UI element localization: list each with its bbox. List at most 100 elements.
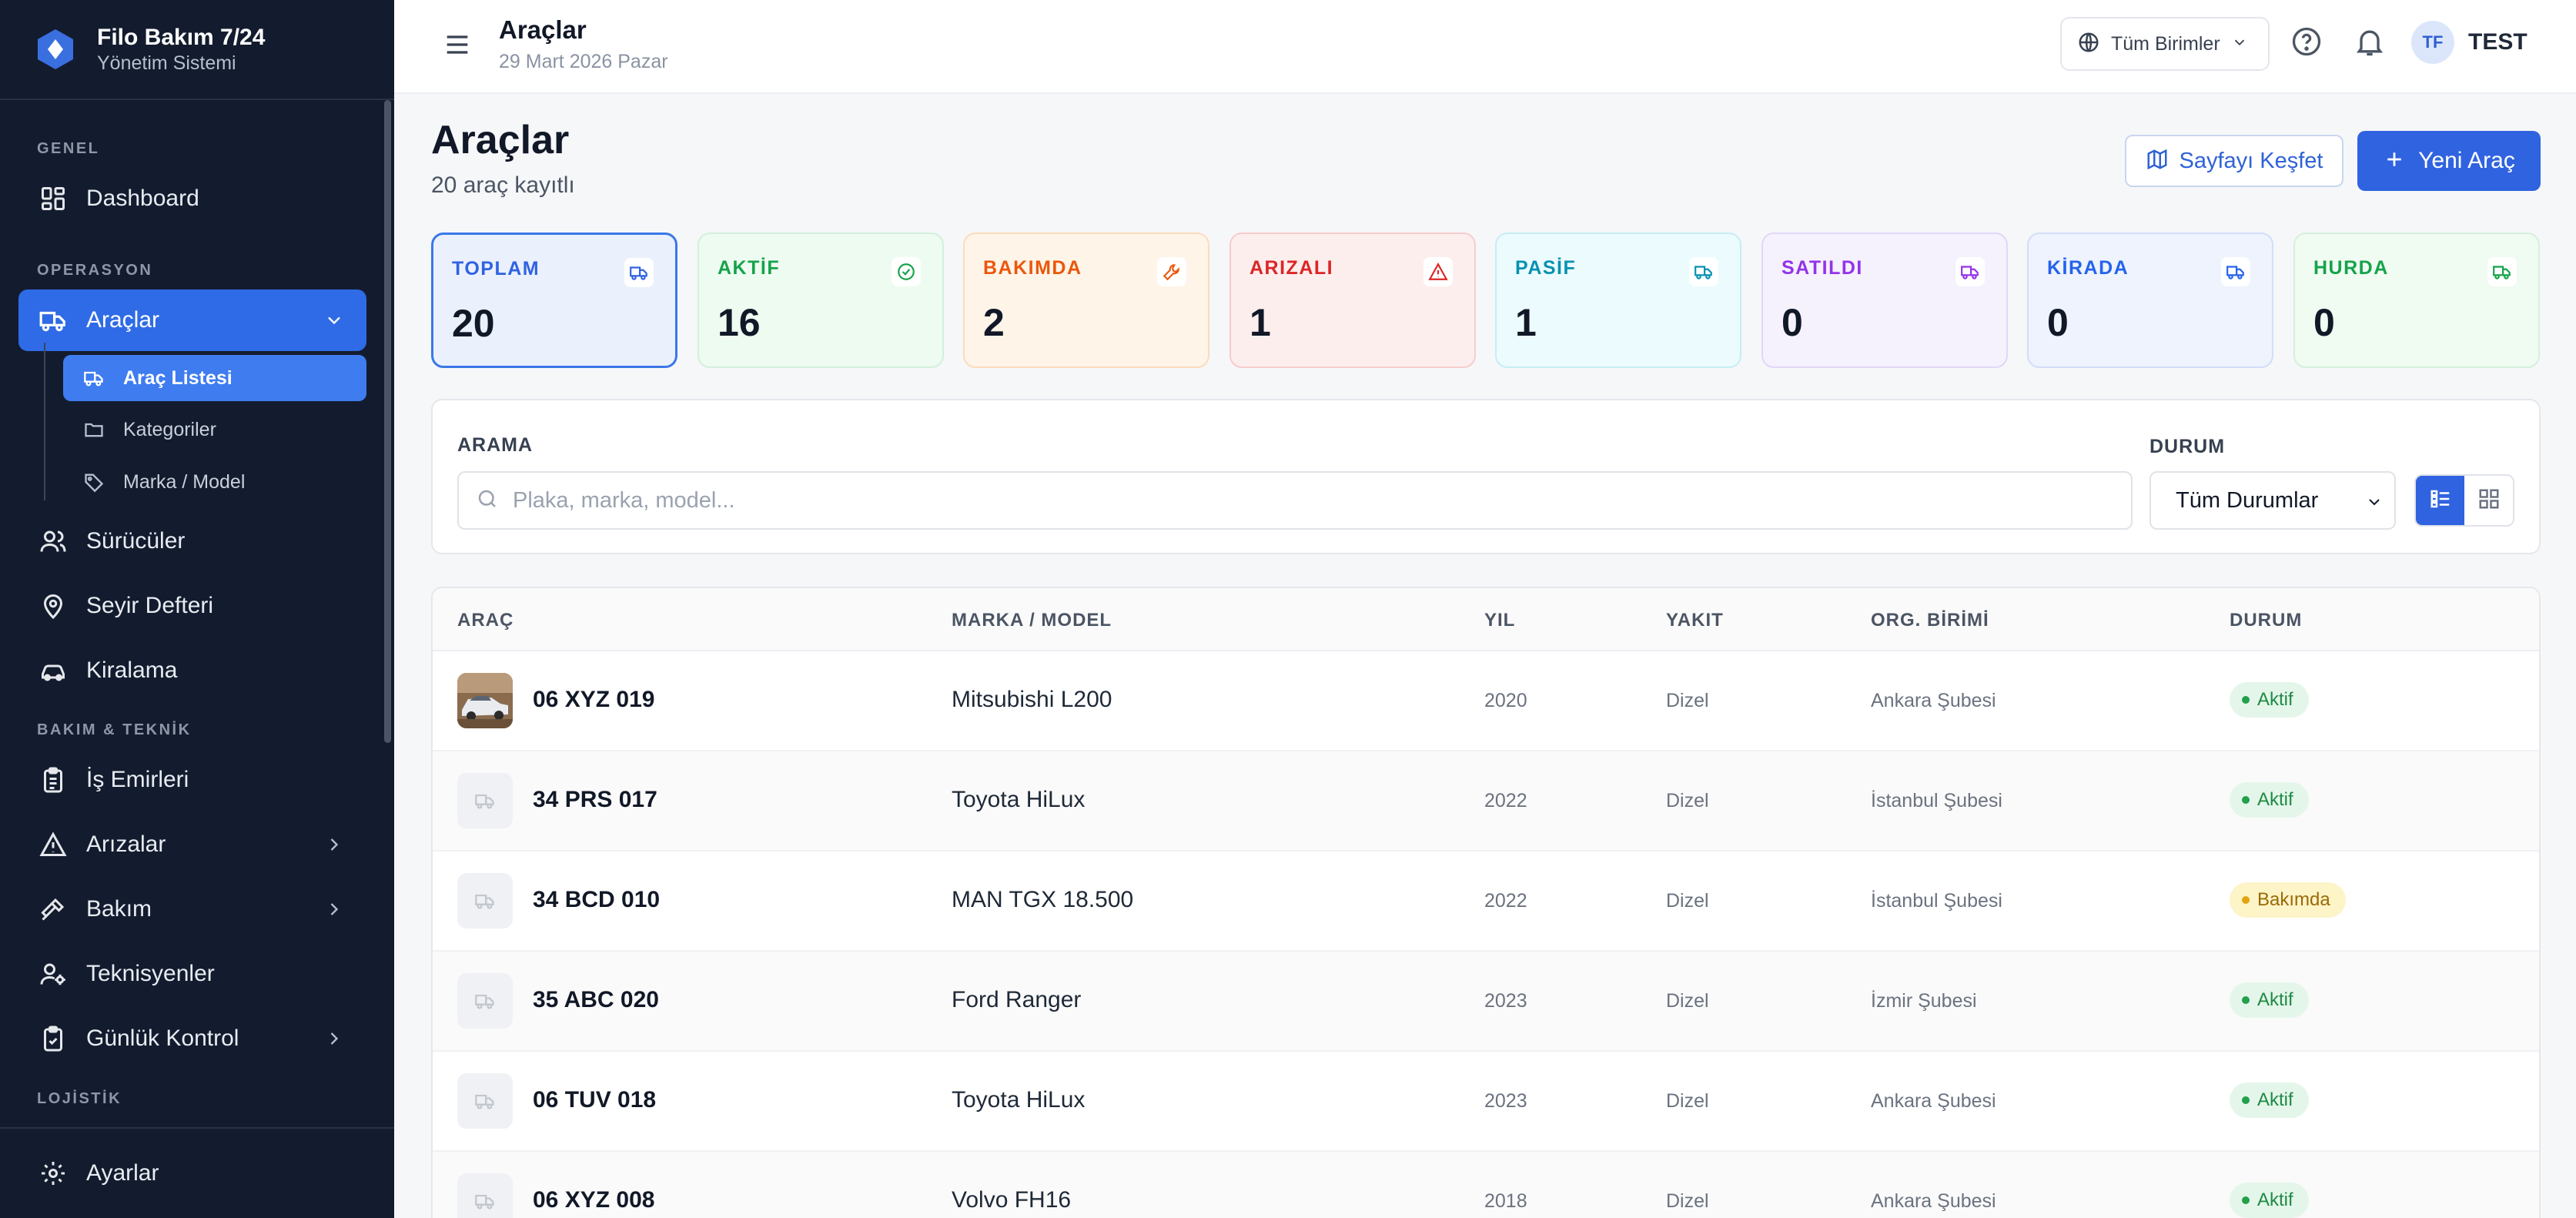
vehicle-fuel: Dizel (1666, 690, 1709, 711)
vehicle-year: 2020 (1484, 690, 1527, 711)
stat-card-sold[interactable]: SATILDI 0 (1761, 233, 2008, 368)
vehicle-model: Ford Ranger (952, 987, 1082, 1012)
vehicle-model: Mitsubishi L200 (952, 687, 1112, 712)
sidebar-item-dashboard[interactable]: Dashboard (18, 168, 366, 229)
search-box[interactable] (457, 471, 2133, 530)
menu-icon[interactable] (442, 29, 479, 60)
status-text: Aktif (2257, 789, 2293, 810)
column-header[interactable]: MARKA / MODEL (952, 610, 1112, 631)
list-view-button[interactable] (2416, 476, 2464, 525)
vehicle-photo (457, 673, 513, 728)
stat-card-maintenance[interactable]: BAKIMDA 2 (963, 233, 1209, 368)
vehicle-plate[interactable]: 34 PRS 017 (533, 787, 657, 812)
section-label-lojistik: LOJİSTİK (37, 1090, 122, 1107)
vehicle-unit: Ankara Şubesi (1871, 1190, 1996, 1212)
column-header[interactable]: DURUM (2230, 610, 2303, 631)
sidebar-item-araclar[interactable]: Araçlar (18, 289, 366, 351)
filter-card: ARAMA DURUM Tüm Durumlar (431, 399, 2541, 554)
column-header[interactable]: ORG. BİRİMİ (1871, 610, 1989, 631)
table-row[interactable]: 06 XYZ 019 Mitsubishi L200 2020 Dizel An… (433, 651, 2539, 751)
vehicle-plate[interactable]: 06 TUV 018 (533, 1087, 657, 1113)
sidebar-item-kiralama[interactable]: Kiralama (18, 640, 366, 701)
app-subtitle: Yönetim Sistemi (97, 52, 236, 74)
chevron-right-icon (323, 1028, 345, 1049)
stat-value: 0 (2047, 301, 2069, 344)
truck-icon (457, 1173, 513, 1218)
bell-icon[interactable] (2353, 25, 2390, 62)
sidebar-item-arizalar[interactable]: Arızalar (18, 814, 366, 875)
vehicle-plate[interactable]: 06 XYZ 019 (533, 687, 655, 712)
stat-label: BAKIMDA (983, 257, 1082, 279)
status-badge: Aktif (2230, 682, 2309, 718)
sidebar-item-label: Sürücüler (86, 528, 186, 554)
sidebar: Filo Bakım 7/24 Yönetim Sistemi GENEL Da… (0, 0, 394, 1218)
vehicle-unit: Ankara Şubesi (1871, 690, 1996, 711)
sidebar-item-ayarlar[interactable]: Ayarlar (18, 1143, 366, 1204)
sidebar-item-suruculer[interactable]: Sürücüler (18, 510, 366, 572)
app-logo-icon (34, 28, 77, 71)
status-dot (2242, 896, 2250, 904)
stat-card-scrap[interactable]: HURDA 0 (2293, 233, 2540, 368)
vehicle-fuel: Dizel (1666, 990, 1709, 1012)
table-row[interactable]: 35 ABC 020 Ford Ranger 2023 Dizel İzmir … (433, 952, 2539, 1052)
column-header[interactable]: YIL (1484, 610, 1516, 631)
status-badge: Aktif (2230, 982, 2309, 1018)
sidebar-scrollbar[interactable] (384, 100, 391, 743)
globe-icon (2077, 31, 2100, 58)
stat-card-total[interactable]: TOPLAM 20 (431, 233, 677, 368)
stat-card-faulty[interactable]: ARIZALI 1 (1229, 233, 1476, 368)
brand[interactable]: Filo Bakım 7/24 Yönetim Sistemi (0, 0, 394, 100)
status-text: Aktif (2257, 689, 2293, 710)
stat-card-rented[interactable]: KİRADA 0 (2027, 233, 2273, 368)
page-subtitle: 20 araç kayıtlı (431, 172, 575, 198)
clipboard-icon (37, 764, 69, 796)
sidebar-item-gunluk-kontrol[interactable]: Günlük Kontrol (18, 1008, 366, 1069)
table-row[interactable]: 34 PRS 017 Toyota HiLux 2022 Dizel İstan… (433, 751, 2539, 852)
vehicle-year: 2022 (1484, 890, 1527, 912)
vehicle-plate[interactable]: 35 ABC 020 (533, 987, 659, 1012)
vehicle-fuel: Dizel (1666, 890, 1709, 912)
table-row[interactable]: 34 BCD 010 MAN TGX 18.500 2022 Dizel İst… (433, 852, 2539, 952)
chevron-right-icon (323, 898, 345, 920)
unit-select[interactable]: Tüm Birimler (2060, 17, 2270, 71)
topbar-title: Araçlar (499, 15, 587, 44)
sidebar-footer: Ayarlar (0, 1127, 394, 1218)
sidebar-item-is-emirleri[interactable]: İş Emirleri (18, 749, 366, 811)
table-row[interactable]: 06 TUV 018 Toyota HiLux 2023 Dizel Ankar… (433, 1052, 2539, 1152)
column-header[interactable]: YAKIT (1666, 610, 1724, 631)
grid-view-button[interactable] (2464, 476, 2513, 525)
user-name[interactable]: TEST (2468, 29, 2527, 55)
vehicle-plate[interactable]: 34 BCD 010 (533, 887, 661, 912)
sidebar-subitem-label: Marka / Model (123, 470, 246, 493)
vehicle-model: Toyota HiLux (952, 1087, 1086, 1113)
avatar[interactable]: TF (2411, 21, 2454, 64)
car-icon (37, 654, 69, 687)
vehicle-fuel: Dizel (1666, 790, 1709, 811)
help-icon[interactable] (2290, 25, 2327, 62)
stat-label: PASİF (1515, 257, 1577, 279)
status-dot (2242, 1196, 2250, 1204)
vehicle-plate[interactable]: 06 XYZ 008 (533, 1187, 655, 1213)
status-select[interactable]: Tüm Durumlar (2149, 471, 2396, 530)
explore-page-button[interactable]: Sayfayı Keşfet (2125, 135, 2343, 187)
column-header[interactable]: ARAÇ (457, 610, 514, 631)
gear-icon (37, 1157, 69, 1190)
new-vehicle-button[interactable]: Yeni Araç (2357, 131, 2541, 191)
sidebar-subitem-arac-listesi[interactable]: Araç Listesi (63, 355, 366, 401)
sidebar-subitem-kategoriler[interactable]: Kategoriler (63, 407, 366, 453)
stat-card-active[interactable]: AKTİF 16 (698, 233, 944, 368)
sidebar-item-seyir-defteri[interactable]: Seyir Defteri (18, 575, 366, 637)
stat-card-passive[interactable]: PASİF 1 (1495, 233, 1741, 368)
sidebar-item-teknisyenler[interactable]: Teknisyenler (18, 943, 366, 1005)
truck-icon (457, 973, 513, 1029)
sidebar-item-label: Teknisyenler (86, 961, 215, 986)
sidebar-item-label: İş Emirleri (86, 767, 189, 792)
stat-value: 16 (718, 301, 761, 344)
unit-select-value: Tüm Birimler (2111, 32, 2220, 55)
sidebar-item-bakim[interactable]: Bakım (18, 878, 366, 940)
table-row[interactable]: 06 XYZ 008 Volvo FH16 2018 Dizel Ankara … (433, 1152, 2539, 1218)
stat-value: 20 (452, 302, 495, 345)
sidebar-subitem-marka-model[interactable]: Marka / Model (63, 459, 366, 505)
search-input[interactable] (513, 487, 2129, 514)
vehicle-model: Volvo FH16 (952, 1187, 1072, 1213)
